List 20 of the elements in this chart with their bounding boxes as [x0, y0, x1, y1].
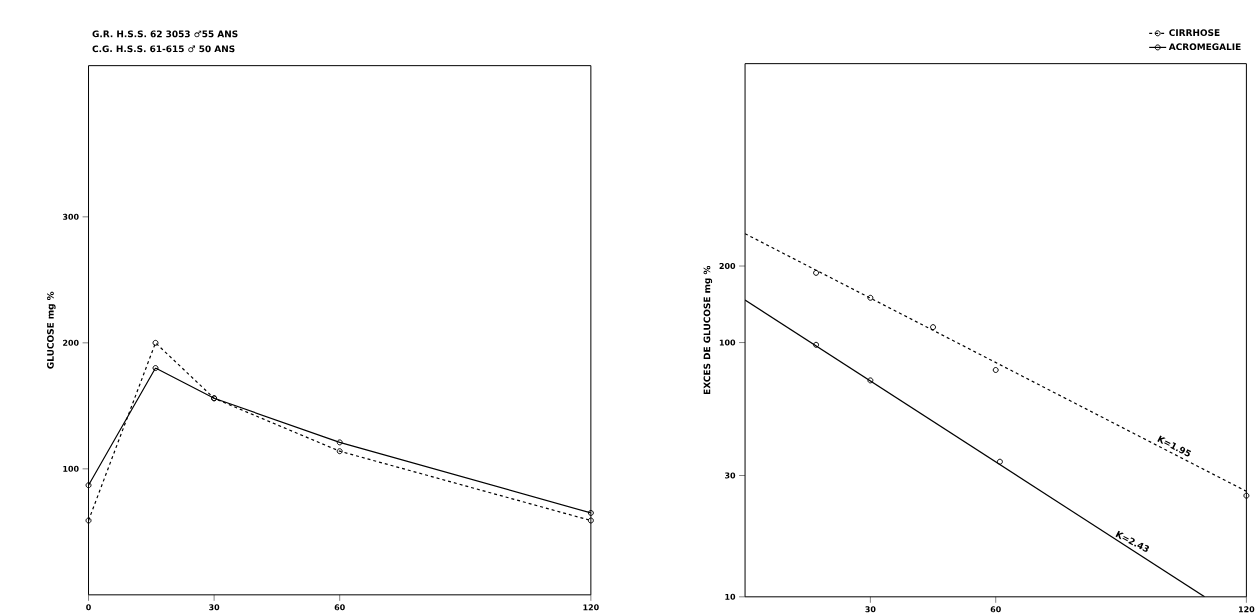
legend-label: ACROMEGALIE: [1168, 43, 1241, 51]
point: [336, 439, 343, 446]
point: [867, 294, 874, 301]
y-axis-title: GLUCOSE mg %: [47, 291, 56, 369]
chart-title: G.R. H.S.S. 62 3053 ♂55 ANS: [92, 30, 238, 38]
point: [813, 270, 820, 277]
point: [336, 448, 343, 455]
point: [930, 324, 937, 331]
point: [1243, 492, 1250, 499]
point: [813, 341, 820, 348]
point: [587, 517, 594, 524]
point: [152, 340, 159, 346]
point: [992, 367, 999, 374]
point: [152, 365, 159, 372]
y-axis-title: EXCES DE GLUCOSE mg %: [703, 266, 713, 395]
legend-label: CIRRHOSE: [1169, 29, 1220, 37]
point: [867, 377, 874, 384]
point: [996, 458, 1003, 465]
chart-subtitle: C.G. H.S.S. 61-615 ♂ 50 ANS: [92, 45, 235, 53]
point: [85, 517, 92, 524]
